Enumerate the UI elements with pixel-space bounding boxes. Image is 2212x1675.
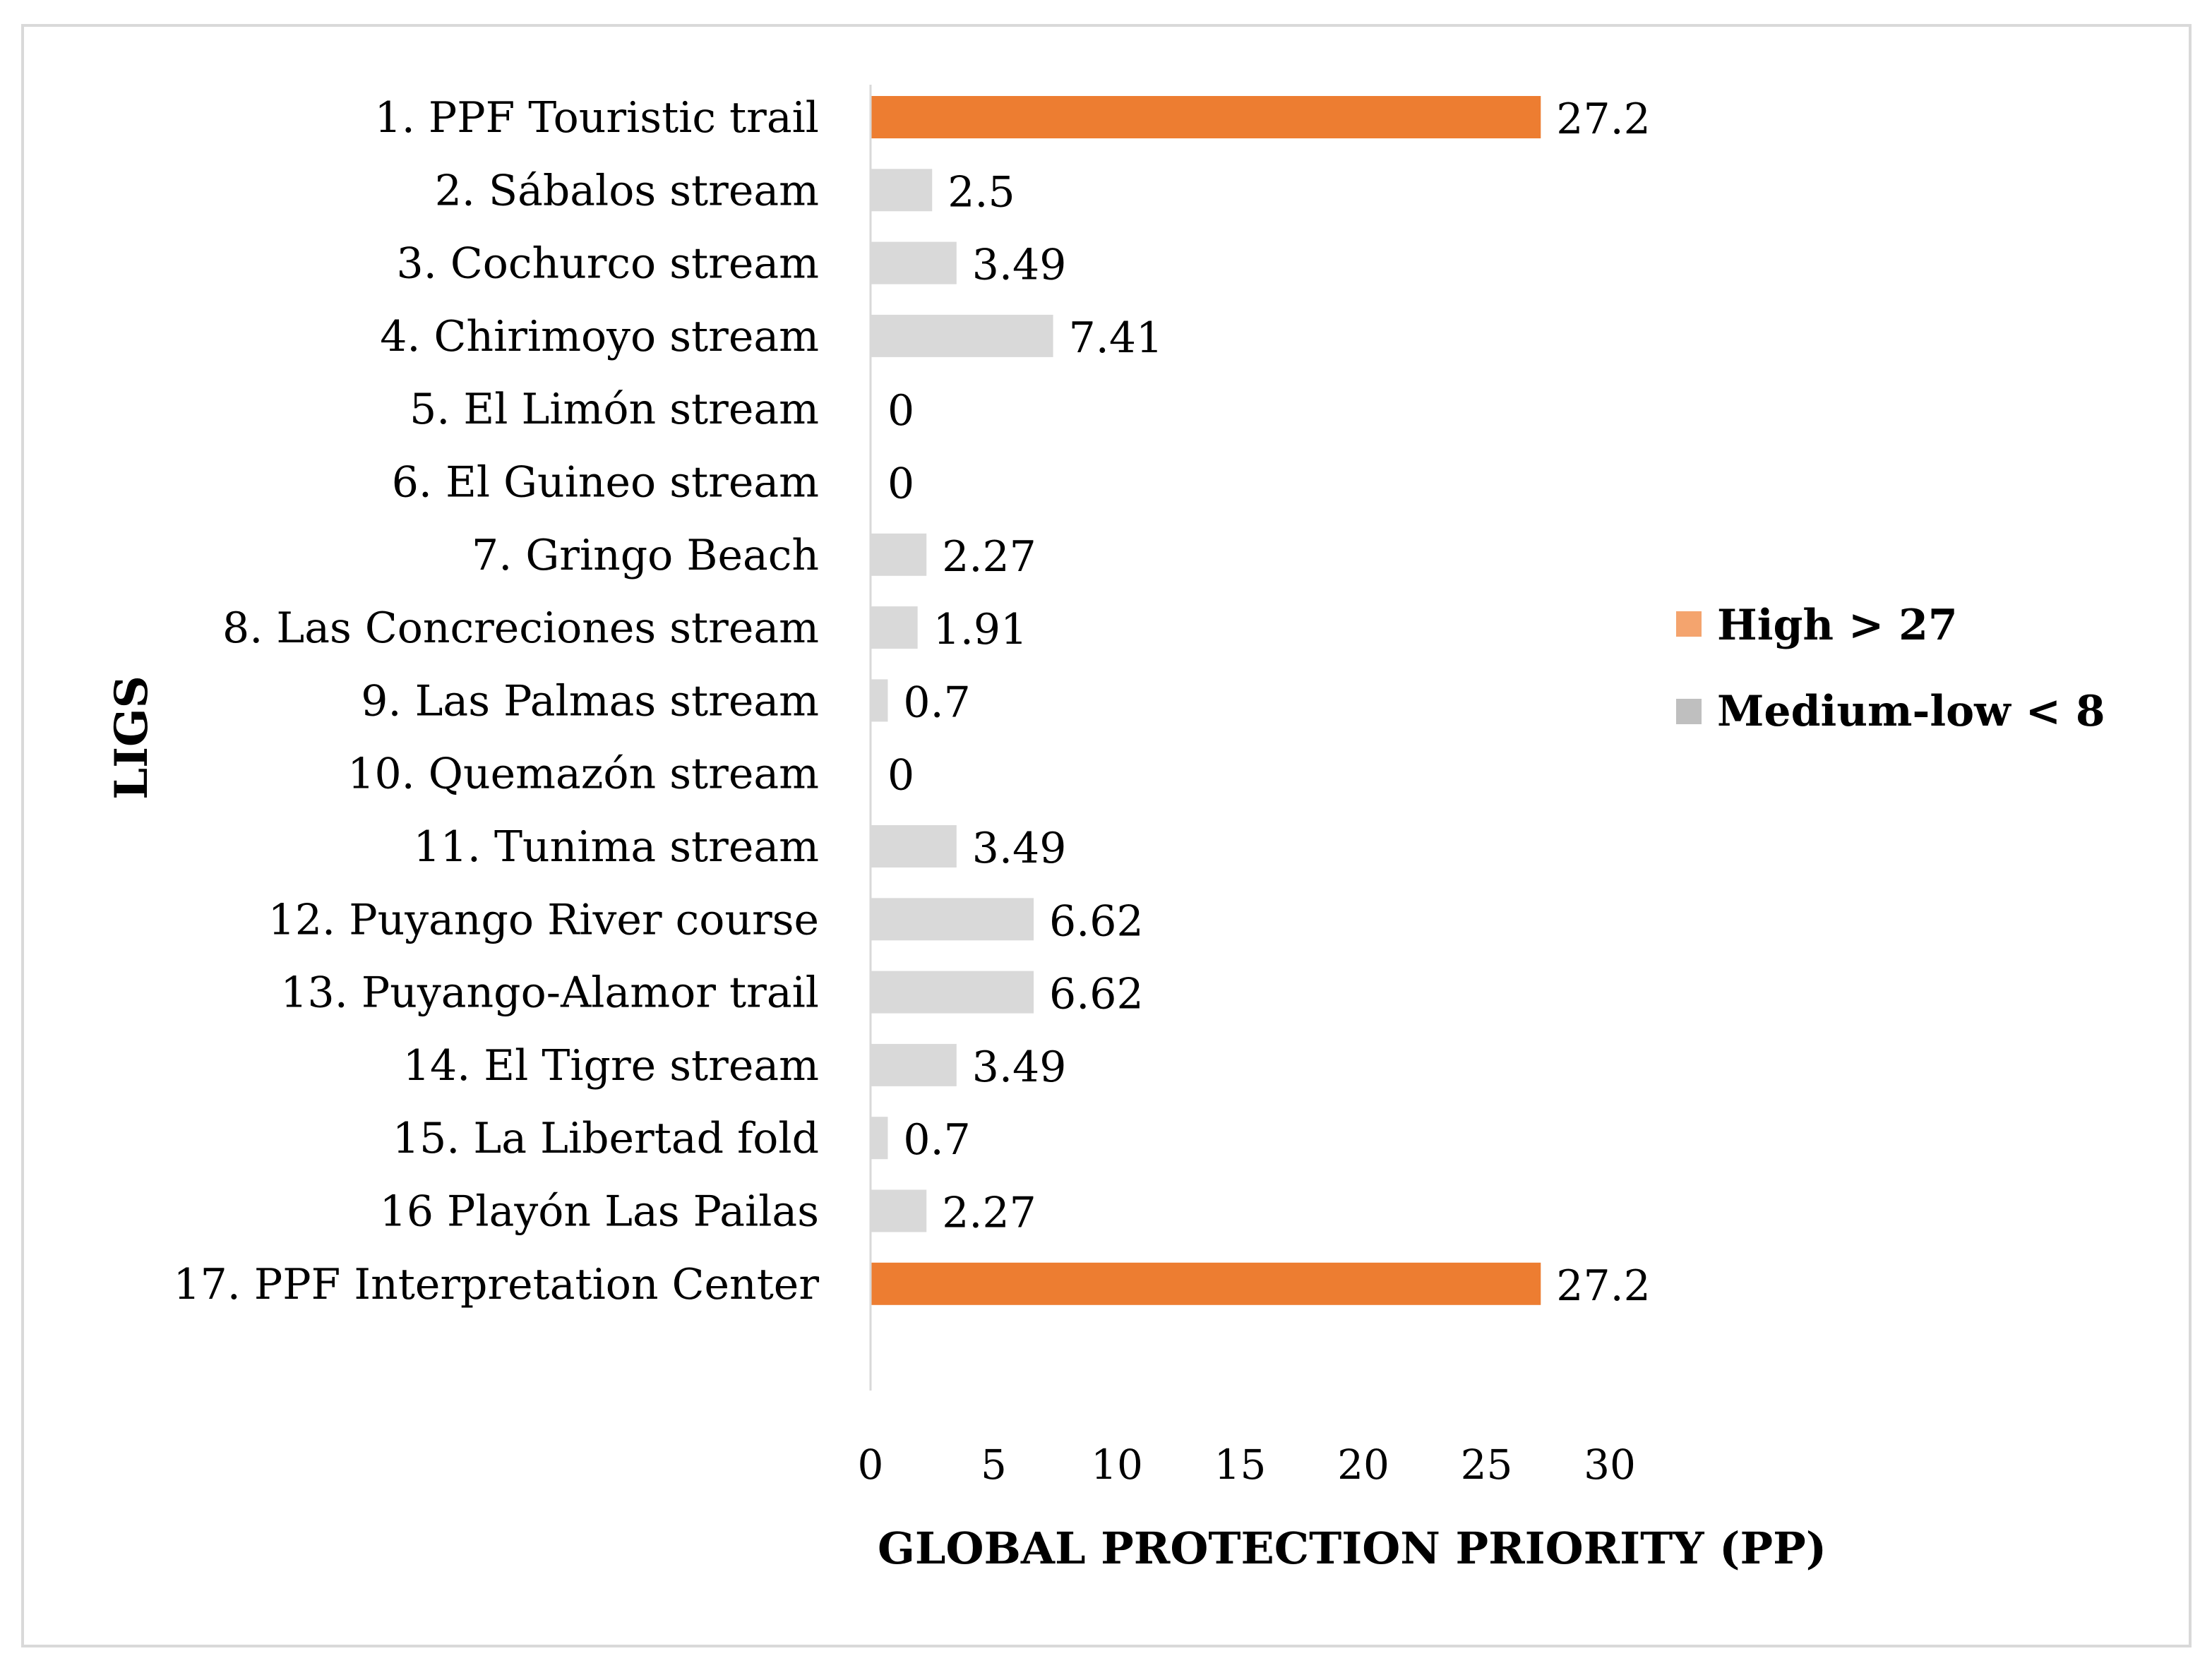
category-label-1: 1. PPF Touristic trail xyxy=(375,93,819,143)
category-label-7: 7. Gringo Beach xyxy=(472,531,819,580)
legend-label-high: High > 27 xyxy=(1717,601,1958,650)
value-label-4: 7.41 xyxy=(1069,313,1164,363)
value-label-16: 2.27 xyxy=(942,1189,1036,1238)
category-label-15: 15. La Libertad fold xyxy=(393,1114,819,1163)
category-labels: 1. PPF Touristic trail 2. Sábalos stream 3… xyxy=(173,93,819,1309)
category-label-17: 17. PPF Interpretation Center xyxy=(173,1260,819,1309)
category-label-2: 2. Sábalos stream xyxy=(435,166,819,215)
bar-15 xyxy=(871,1117,888,1160)
category-label-14: 14. El Tigre stream xyxy=(403,1041,819,1091)
x-tick-label-20: 20 xyxy=(1337,1441,1389,1489)
x-axis-title: GLOBAL PROTECTION PRIORITY (PP) xyxy=(878,1523,1827,1574)
x-tick-label-30: 30 xyxy=(1584,1441,1636,1489)
bar-16 xyxy=(871,1189,927,1232)
value-label-2: 2.5 xyxy=(947,167,1015,217)
legend-swatch-medium-low xyxy=(1676,699,1702,724)
value-label-8: 1.91 xyxy=(933,605,1028,654)
x-tick-label-10: 10 xyxy=(1091,1441,1143,1489)
chart-frame xyxy=(21,24,2192,1647)
bars-layer xyxy=(871,96,1541,1305)
legend-label-medium-low: Medium-low < 8 xyxy=(1717,687,2105,736)
value-label-15: 0.7 xyxy=(903,1115,970,1165)
value-label-6: 0 xyxy=(887,460,914,509)
bar-3 xyxy=(871,241,957,284)
value-label-3: 3.49 xyxy=(972,241,1067,290)
bar-7 xyxy=(871,533,927,576)
value-label-1: 27.2 xyxy=(1556,95,1651,144)
y-axis-title: LIGS xyxy=(105,676,158,800)
bar-17 xyxy=(871,1262,1541,1305)
bar-1 xyxy=(871,96,1541,138)
category-label-4: 4. Chirimoyo stream xyxy=(380,312,819,361)
bar-2 xyxy=(871,169,933,212)
category-label-9: 9. Las Palmas stream xyxy=(361,676,819,726)
bar-13 xyxy=(871,971,1034,1014)
value-label-10: 0 xyxy=(887,751,914,800)
x-tick-label-15: 15 xyxy=(1214,1441,1267,1489)
category-label-6: 6. El Guineo stream xyxy=(392,458,819,508)
bar-12 xyxy=(871,898,1034,941)
category-label-8: 8. Las Concreciones stream xyxy=(222,604,819,653)
category-label-11: 11. Tunima stream xyxy=(414,822,819,872)
category-label-12: 12. Puyango River course xyxy=(268,895,819,944)
value-label-9: 0.7 xyxy=(903,678,970,727)
bar-8 xyxy=(871,606,918,649)
legend-swatch-high xyxy=(1676,611,1702,637)
value-label-13: 6.62 xyxy=(1049,970,1144,1019)
value-labels: 27.22.53.497.41002.271.910.703.496.626.6… xyxy=(887,95,1651,1311)
category-label-3: 3. Cochurco stream xyxy=(397,239,819,289)
x-tick-label-25: 25 xyxy=(1461,1441,1513,1489)
value-label-11: 3.49 xyxy=(972,824,1067,873)
x-tick-label-5: 5 xyxy=(981,1441,1007,1489)
bar-9 xyxy=(871,679,888,722)
category-label-10: 10. Quemazón stream xyxy=(347,750,819,799)
bar-4 xyxy=(871,314,1053,357)
value-label-12: 6.62 xyxy=(1049,896,1144,946)
bar-14 xyxy=(871,1043,957,1086)
value-label-5: 0 xyxy=(887,386,914,436)
value-label-14: 3.49 xyxy=(972,1043,1067,1092)
value-label-7: 2.27 xyxy=(942,532,1036,582)
category-label-16: 16 Playón Las Pailas xyxy=(380,1187,819,1237)
x-tick-label-0: 0 xyxy=(858,1441,884,1489)
legend: High > 27 Medium-low < 8 xyxy=(1676,601,2105,736)
bar-11 xyxy=(871,825,957,867)
category-label-13: 13. Puyango-Alamor trail xyxy=(280,968,819,1018)
category-label-5: 5. El Limón stream xyxy=(409,385,819,434)
x-axis-ticks: 0 5 10 15 20 25 30 xyxy=(858,1441,1636,1489)
value-label-17: 27.2 xyxy=(1556,1261,1651,1311)
